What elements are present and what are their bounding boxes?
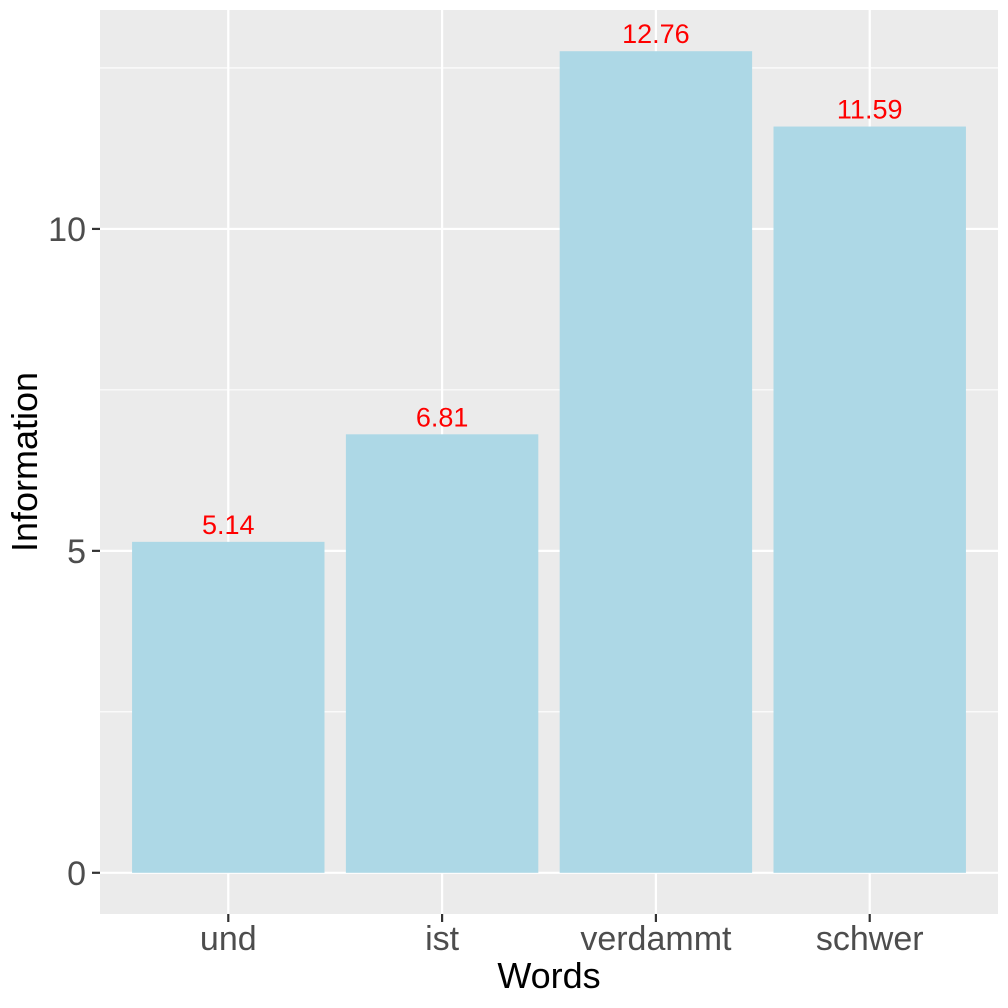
y-axis-title: Information bbox=[4, 372, 45, 552]
bars bbox=[132, 51, 966, 873]
data-label-und: 5.14 bbox=[202, 510, 255, 540]
bar-verdammt bbox=[559, 51, 753, 873]
y-tick-label: 5 bbox=[67, 533, 86, 571]
x-axis-title: Words bbox=[497, 955, 600, 996]
data-labels: 5.14 6.81 12.76 11.59 bbox=[202, 19, 902, 540]
y-tick-label: 10 bbox=[48, 211, 86, 249]
data-label-ist: 6.81 bbox=[416, 402, 469, 432]
y-axis: 0 5 10 bbox=[48, 211, 100, 893]
y-tick-label: 0 bbox=[67, 855, 86, 893]
data-label-schwer: 11.59 bbox=[837, 95, 903, 125]
x-tick-label-verdammt: verdammt bbox=[580, 920, 732, 958]
x-tick-label-ist: ist bbox=[425, 920, 460, 958]
bar-und bbox=[132, 541, 325, 873]
x-tick-label-und: und bbox=[200, 920, 257, 958]
data-label-verdammt: 12.76 bbox=[622, 19, 690, 49]
bar-schwer bbox=[773, 126, 966, 873]
bar-ist bbox=[345, 434, 539, 873]
x-axis: und ist verdammt schwer bbox=[200, 914, 924, 958]
x-tick-label-schwer: schwer bbox=[816, 920, 924, 958]
